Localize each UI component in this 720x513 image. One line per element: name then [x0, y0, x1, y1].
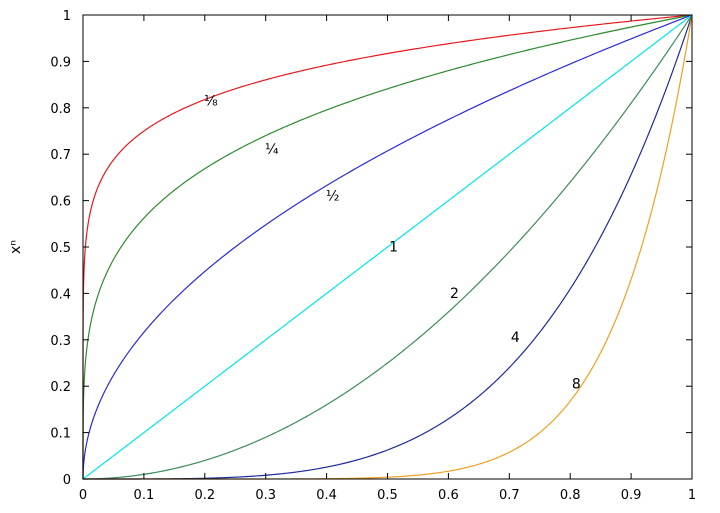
x-tick-label: 0	[79, 488, 87, 503]
series-label-1: ¼	[265, 142, 279, 158]
series-line-1	[82, 14, 693, 479]
series-line-2	[82, 14, 693, 479]
y-tick-label: 0.7	[50, 148, 71, 163]
series-line-3	[82, 14, 693, 480]
y-tick-label: 1	[63, 9, 71, 24]
x-tick-label: 0.2	[194, 488, 215, 503]
y-tick-label: 0.4	[50, 287, 71, 302]
x-tick-label: 0.5	[377, 488, 398, 503]
series-label-3: 1	[389, 240, 398, 256]
curve-labels-layer: ⅛ ¼ ½ 1 2 4 8	[204, 93, 581, 392]
curves-layer	[82, 14, 693, 480]
x-tick-label: 0.9	[621, 488, 642, 503]
x-tick-label: 0.8	[560, 488, 581, 503]
y-tick-label: 0.6	[50, 195, 71, 210]
y-tick-label: 0.5	[50, 241, 71, 256]
x-tick-label: 0.3	[255, 488, 276, 503]
y-tick-label: 0.3	[50, 334, 71, 349]
ticks-layer: 0 0.1 0.2 0.3 0.4 0.5 0.6 0.7 0.8 0.9 1 0 0.1 0.2 0.3 0…	[50, 9, 696, 503]
series-label-4: 2	[450, 286, 459, 302]
series-label-5: 4	[511, 330, 520, 346]
x-tick-label: 0.4	[316, 488, 337, 503]
x-tick-label: 0.6	[438, 488, 459, 503]
series-line-0	[82, 14, 693, 479]
x-tick-label: 0.1	[134, 488, 155, 503]
series-line-4	[83, 14, 693, 480]
y-tick-label: 0.9	[50, 55, 71, 70]
series-label-6: 8	[572, 377, 581, 393]
y-axis-label: xⁿ	[8, 240, 24, 254]
series-label-2: ½	[326, 189, 340, 205]
y-tick-label: 0	[63, 473, 71, 488]
y-tick-label: 0.1	[50, 427, 71, 442]
x-tick-label: 0.7	[499, 488, 520, 503]
y-tick-label: 0.8	[50, 102, 71, 117]
series-label-0: ⅛	[204, 93, 218, 109]
y-tick-label: 0.2	[50, 380, 71, 395]
x-tick-label: 1	[688, 488, 696, 503]
